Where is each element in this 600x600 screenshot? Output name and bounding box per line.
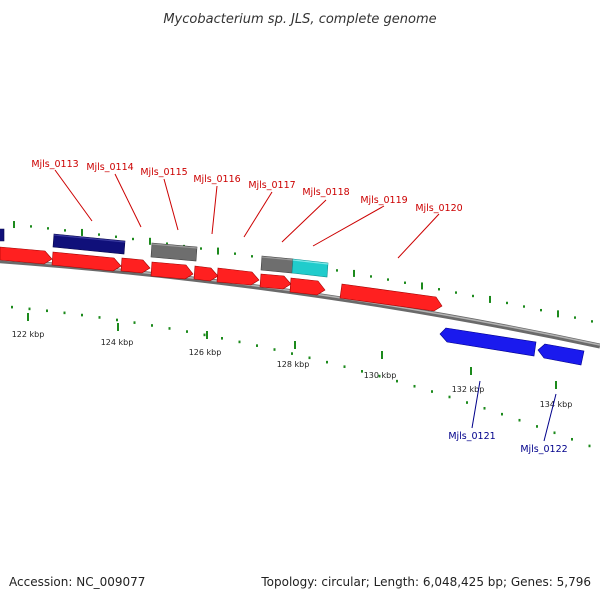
callout-leader-line [243,191,273,238]
gene-label[interactable]: Mjls_0114 [86,162,133,173]
reverse-gene-lane [439,327,585,366]
callout-leader-line [281,199,327,243]
callout-leader-line [471,380,481,429]
map-title: Mycobacterium sp. JLS, complete genome [163,12,436,27]
callout-leader-line [163,178,179,231]
callout-leader-line [397,213,440,259]
gene-label[interactable]: Mjls_0113 [31,159,78,170]
callout-leader-line [211,185,218,235]
gene-mjls-0117-block[interactable] [260,255,294,274]
dark-gene-partial[interactable] [0,228,5,242]
gene-label[interactable]: Mjls_0115 [140,167,187,178]
scale-label: 122 kbp [12,330,45,339]
gene-mjls-0115-block[interactable] [150,242,198,262]
forward-gene-arrow[interactable] [0,246,53,265]
reverse-gene-arrow[interactable] [537,343,585,366]
gene-label[interactable]: Mjls_0119 [360,195,407,206]
forward-gene-arrow[interactable] [259,273,292,290]
gene-label[interactable]: Mjls_0117 [248,180,295,191]
forward-gene-arrow[interactable] [150,261,194,280]
callout-leader-line [312,205,385,247]
scale-label: 126 kbp [189,348,222,357]
accession-text: Accession: NC_009077 [9,575,145,589]
forward-gene-lane [0,246,443,312]
scale-label: 132 kbp [452,385,485,394]
scale-label: 130 kbp [364,371,397,380]
forward-gene-arrow[interactable] [193,265,219,282]
gene-label[interactable]: Mjls_0116 [193,174,240,185]
gene-mjls-0113-block[interactable] [52,233,126,255]
callout-leader-line [54,169,93,222]
forward-gene-arrow[interactable] [289,277,326,296]
genome-summary-text: Topology: circular; Length: 6,048,425 bp… [260,575,591,589]
forward-gene-arrow[interactable] [120,257,151,274]
scale-label: 134 kbp [540,400,573,409]
forward-gene-arrow[interactable] [51,251,122,272]
kbp-scale: 122 kbp 124 kbp 126 kbp 128 kbp 130 kbp 132 k… [12,313,573,409]
inner-tick-ring [11,305,591,448]
callout-leader-line [114,173,142,228]
gene-mjls-0118-block[interactable] [291,258,329,278]
scale-label: 124 kbp [101,338,134,347]
reverse-gene-arrow[interactable] [439,327,537,357]
gene-label[interactable]: Mjls_0121 [448,431,495,442]
scale-label: 128 kbp [277,360,310,369]
forward-gene-arrow[interactable] [216,267,260,286]
gene-label[interactable]: Mjls_0120 [415,203,462,214]
forward-gene-arrow[interactable] [339,283,443,312]
gene-label[interactable]: Mjls_0118 [302,187,349,198]
gene-callouts: Mjls_0113 Mjls_0114 Mjls_0115 Mjls_0116 Mjls… [31,159,567,455]
gene-label[interactable]: Mjls_0122 [520,444,567,455]
callout-leader-line [543,393,557,442]
